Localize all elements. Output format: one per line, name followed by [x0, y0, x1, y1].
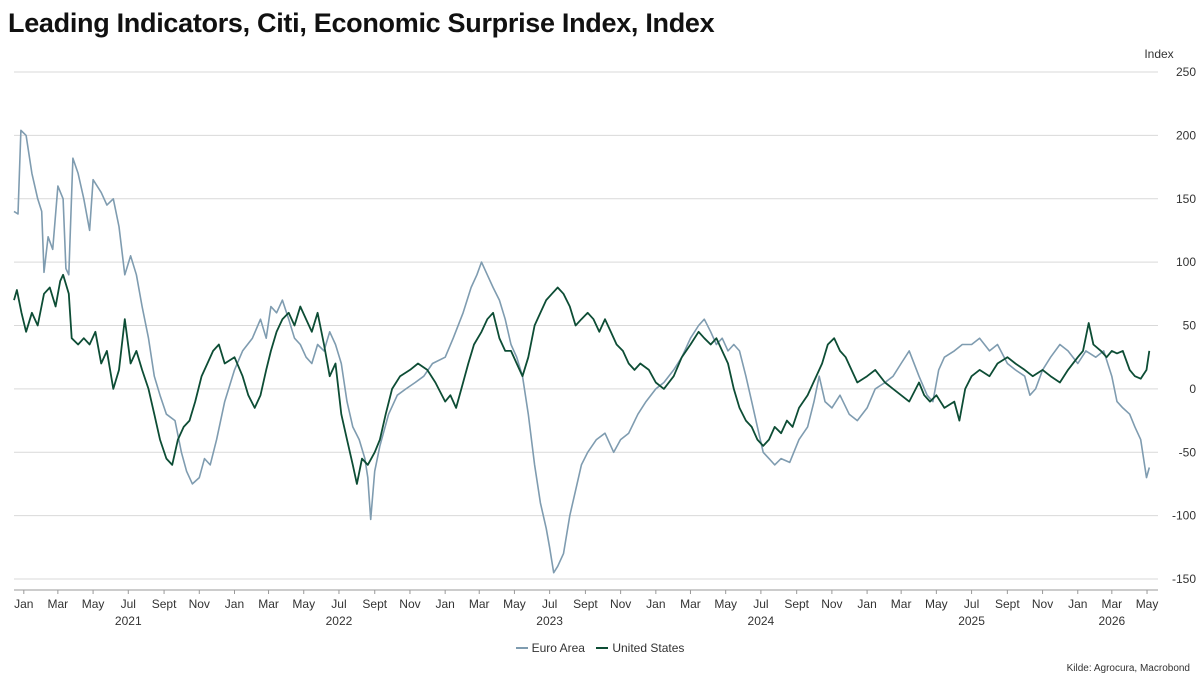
x-tick-label: Sept: [995, 597, 1020, 611]
legend-label-euro-area: Euro Area: [531, 641, 585, 655]
line-chart: Index 250 200 150 100 50 0 -50 -100 -150 Jan Mar M…: [13, 47, 1196, 628]
x-tick-label: Mar: [1101, 597, 1122, 611]
x-tick-label: Jan: [1068, 597, 1087, 611]
legend-item-euro-area: Euro Area: [515, 641, 585, 655]
y-tick-label: 100: [1176, 255, 1196, 269]
x-tick-label: Jan: [14, 597, 33, 611]
x-year-label: 2026: [1098, 614, 1125, 628]
legend: Euro Area United States: [0, 638, 1200, 655]
x-tick-label: Nov: [399, 597, 420, 611]
x-tick-label: Mar: [48, 597, 69, 611]
x-tick-label: May: [714, 597, 737, 611]
x-year-label: 2023: [536, 614, 563, 628]
x-year-label: 2022: [326, 614, 353, 628]
x-tick-label: Sept: [573, 597, 598, 611]
y-tick-label: -100: [1172, 509, 1196, 523]
x-tick-label: Sept: [362, 597, 387, 611]
series-line-euro-area: [13, 129, 1151, 574]
x-tick-label: Jul: [753, 597, 768, 611]
y-tick-label: 150: [1176, 192, 1196, 206]
x-tick-label: Sept: [784, 597, 809, 611]
x-tick-label: Jan: [435, 597, 454, 611]
x-tick-label: Sept: [152, 597, 177, 611]
x-tick-label: Jul: [121, 597, 136, 611]
euro-area-swatch: [515, 647, 528, 649]
x-tick-label: Jan: [646, 597, 665, 611]
x-tick-label: Nov: [821, 597, 842, 611]
y-tick-label: -50: [1179, 445, 1197, 459]
y-tick-label: 0: [1189, 382, 1196, 396]
x-tick-label: May: [1136, 597, 1159, 611]
y-axis-unit-label: Index: [1144, 47, 1173, 61]
x-tick-label: May: [82, 597, 105, 611]
x-tick-label: Mar: [469, 597, 490, 611]
united-states-swatch: [596, 647, 609, 649]
legend-item-united-states: United States: [596, 641, 684, 655]
x-tick-label: Jul: [542, 597, 557, 611]
x-tick-label: Mar: [258, 597, 279, 611]
x-tick-label: May: [503, 597, 526, 611]
x-tick-label: Mar: [891, 597, 912, 611]
y-axis-ticks: 250 200 150 100 50 0 -50 -100 -150: [1172, 65, 1196, 586]
y-tick-label: 50: [1183, 319, 1197, 333]
x-tick-label: Mar: [680, 597, 701, 611]
x-tick-label: Jul: [331, 597, 346, 611]
x-tick-label: Nov: [610, 597, 631, 611]
x-tick-label: Jan: [857, 597, 876, 611]
y-tick-label: 250: [1176, 65, 1196, 79]
x-tick-label: Jul: [964, 597, 979, 611]
y-tick-label: 200: [1176, 128, 1196, 142]
x-tick-label: May: [292, 597, 315, 611]
x-tick-label: Jan: [225, 597, 244, 611]
source-note: Kilde: Agrocura, Macrobond: [1066, 663, 1190, 674]
y-tick-label: -150: [1172, 572, 1196, 586]
x-year-label: 2021: [115, 614, 142, 628]
x-axis-ticks: Jan Mar May Jul Sept Nov Jan Mar May Jul Sept Nov Ja…: [14, 589, 1159, 628]
series-line-united-states: [13, 273, 1151, 485]
legend-label-united-states: United States: [612, 641, 685, 655]
x-year-label: 2024: [748, 614, 775, 628]
series-lines: [13, 129, 1151, 574]
x-tick-label: May: [925, 597, 948, 611]
x-tick-label: Nov: [1032, 597, 1053, 611]
gridlines: [14, 71, 1158, 580]
chart-title: Leading Indicators, Citi, Economic Surpr…: [8, 8, 715, 38]
x-tick-label: Nov: [189, 597, 210, 611]
x-year-label: 2025: [958, 614, 985, 628]
